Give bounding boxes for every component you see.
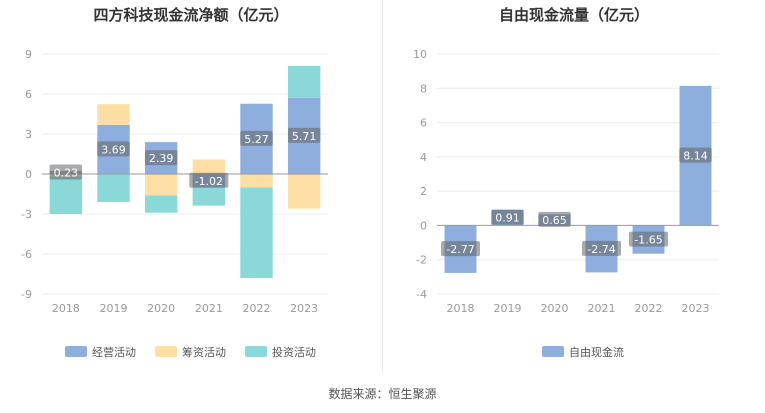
value-label-bg — [679, 147, 712, 163]
x-tick-label: 2018 — [447, 302, 475, 315]
value-label-bg — [538, 211, 571, 227]
free-cashflow-chart: 自由现金流量（亿元） 10 8 6 4 2 0 -2 -4 2018 2019 2020 2021 20… — [383, 0, 765, 380]
bar-segment — [287, 174, 321, 209]
bar-segment — [97, 104, 130, 125]
value-label: 5.27 — [244, 133, 269, 146]
legend-label: 自由现金流 — [569, 345, 624, 359]
x-tick-label: 2020 — [147, 302, 175, 315]
value-label: 2.39 — [149, 152, 174, 165]
x-tick-label: 2022 — [635, 302, 663, 315]
free-cashflow-plot: 10 8 6 4 2 0 -2 -4 2018 2019 2020 2021 2022 2023 -2.77… — [413, 48, 719, 359]
value-label-bg — [49, 164, 83, 180]
value-label: 0.23 — [54, 166, 79, 179]
y-tick-label: 6 — [25, 88, 32, 101]
value-label-bg — [582, 240, 621, 256]
value-label-bg — [491, 209, 524, 225]
bar-segment — [49, 176, 83, 214]
x-tick-label: 2022 — [243, 302, 271, 315]
y-tick-label: -6 — [21, 248, 32, 261]
value-label-bg — [240, 130, 273, 146]
legend-label: 筹资活动 — [182, 345, 226, 359]
value-label: 8.14 — [683, 150, 708, 163]
x-tick-label: 2018 — [52, 302, 80, 315]
value-label-bg — [144, 150, 178, 166]
legend-swatch — [65, 346, 87, 357]
cashflow-net-plot: 9 6 3 0 -3 -6 -9 2018 2019 2020 2021 2022 2023 0.23 3.… — [21, 48, 328, 359]
chart-title: 四方科技现金流净额（亿元） — [93, 6, 289, 24]
y-tick-label: 2 — [420, 185, 427, 198]
y-tick-label: 9 — [25, 48, 32, 61]
y-tick-label: 0 — [25, 168, 32, 181]
x-tick-label: 2020 — [541, 302, 569, 315]
value-label-bg — [189, 172, 229, 188]
value-label: 0.65 — [542, 214, 567, 227]
value-label: 3.69 — [101, 143, 126, 156]
value-label: -2.77 — [446, 243, 474, 256]
data-source: 数据来源：恒生聚源 — [328, 387, 437, 401]
legend-swatch — [245, 346, 267, 357]
value-label: -1.02 — [195, 175, 223, 188]
value-label: -2.74 — [587, 243, 615, 256]
legend-swatch — [155, 346, 177, 357]
legend-swatch — [542, 346, 564, 357]
value-label-bg — [97, 141, 130, 157]
bar-segment — [240, 174, 273, 188]
panel-divider — [382, 0, 383, 372]
cashflow-net-chart: 四方科技现金流净额（亿元） 9 6 3 0 -3 -6 -9 2018 2019 2020 2021… — [0, 0, 382, 380]
value-label: -1.65 — [634, 234, 662, 247]
x-tick-label: 2019 — [100, 302, 128, 315]
x-tick-label: 2021 — [588, 302, 616, 315]
y-tick-label: -4 — [416, 288, 427, 301]
y-tick-label: -2 — [416, 254, 427, 267]
bar-segment — [287, 65, 321, 98]
y-tick-label: 4 — [420, 151, 427, 164]
bar-segment — [240, 187, 273, 278]
y-tick-label: 8 — [420, 82, 427, 95]
bar-segment — [144, 195, 178, 213]
value-label: 0.91 — [495, 212, 520, 225]
legend-label: 投资活动 — [272, 345, 316, 359]
bar-segment — [192, 159, 226, 174]
chart-title: 自由现金流量（亿元） — [498, 6, 649, 24]
bar-segment — [144, 174, 178, 196]
value-label-bg — [441, 241, 480, 257]
legend-label: 经营活动 — [92, 345, 136, 359]
y-tick-label: 3 — [25, 128, 32, 141]
y-tick-label: 10 — [413, 48, 427, 61]
value-label-bg — [287, 127, 321, 143]
value-label: 5.71 — [292, 130, 317, 143]
value-label-bg — [629, 231, 668, 247]
y-tick-label: -9 — [21, 288, 32, 301]
x-tick-label: 2023 — [290, 302, 318, 315]
y-tick-label: 0 — [420, 219, 427, 232]
y-tick-label: -3 — [21, 208, 32, 221]
bar-segment — [97, 174, 130, 202]
x-tick-label: 2019 — [494, 302, 522, 315]
bar-segment — [192, 187, 226, 206]
y-tick-label: 6 — [420, 117, 427, 130]
x-tick-label: 2021 — [195, 302, 223, 315]
x-tick-label: 2023 — [682, 302, 710, 315]
